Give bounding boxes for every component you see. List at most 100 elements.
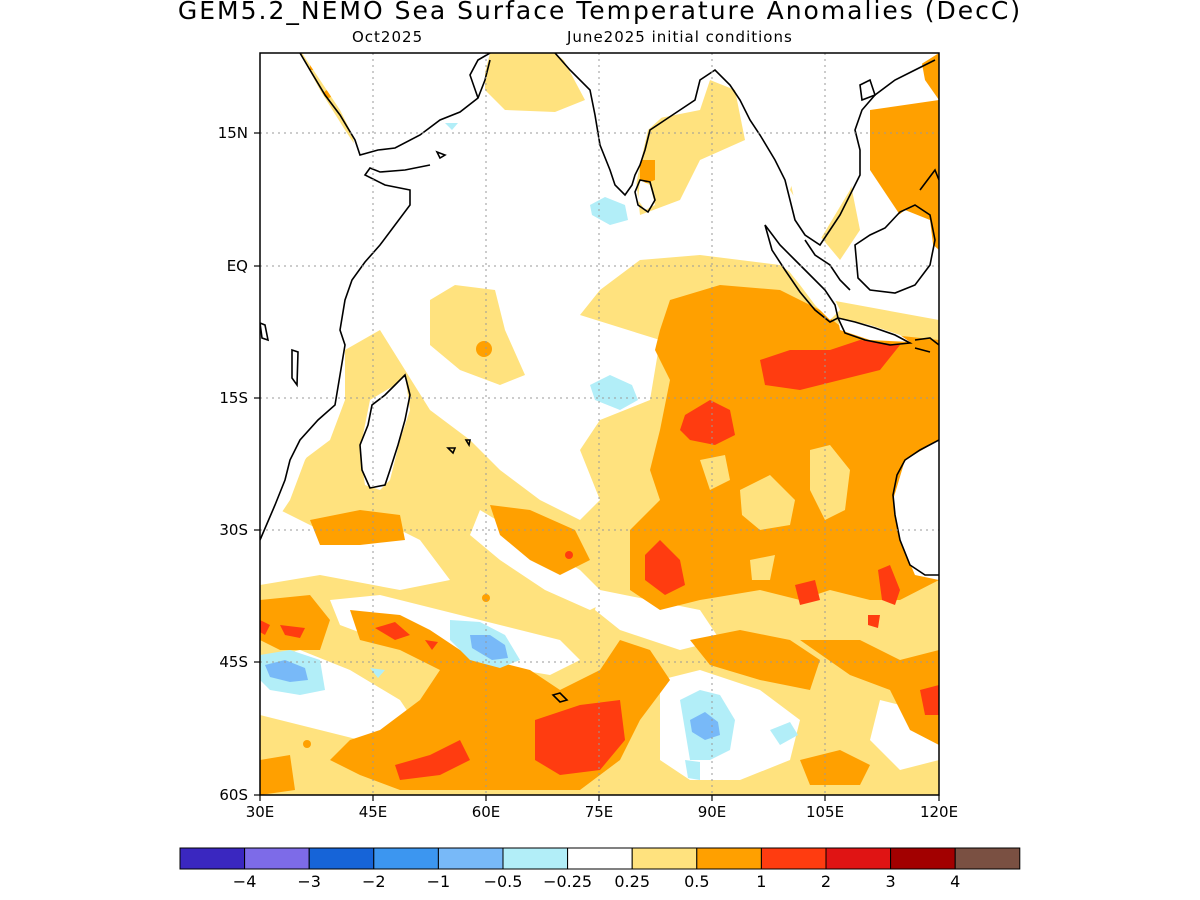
india-coastline (554, 53, 936, 247)
srilanka-coastline (634, 179, 656, 214)
colorbar-swatch (890, 847, 956, 870)
colorbar (179, 847, 1021, 870)
arabia-land (325, 53, 490, 140)
australia-land (893, 440, 939, 580)
australia-coastline (892, 439, 939, 576)
colorbar-swatch (631, 847, 698, 870)
coastlines (260, 53, 939, 703)
colorbar-swatch (244, 847, 310, 870)
lon-label: 60E (471, 803, 501, 821)
lon-label: 90E (697, 803, 727, 821)
lon-label: 75E (584, 803, 614, 821)
india-land (555, 53, 939, 240)
anomaly-region (690, 630, 820, 690)
colorbar-label: 4 (950, 872, 961, 891)
anomaly-field (260, 53, 939, 795)
anomaly-region (640, 160, 655, 185)
lon-label: 120E (919, 803, 959, 821)
anomaly-region (476, 341, 492, 357)
colorbar-label: −0.25 (543, 872, 593, 891)
colorbar-swatch (373, 847, 439, 870)
anomaly-region (685, 760, 700, 780)
land-mask (260, 53, 939, 580)
colorbar-label: 0.25 (614, 872, 650, 891)
colorbar-label: −4 (232, 872, 257, 891)
africa-land (260, 53, 490, 545)
anomaly-region (395, 740, 470, 780)
anomaly-region (370, 668, 385, 678)
axis-ticks (254, 132, 940, 801)
anomaly-region (310, 510, 405, 545)
anomaly-region (265, 660, 308, 682)
anomaly-region (635, 80, 745, 215)
colorbar-swatch (308, 847, 375, 870)
anomaly-region (810, 445, 850, 520)
colorbar-label: −1 (426, 872, 451, 891)
anomaly-region (800, 640, 939, 745)
lat-label: 30S (219, 521, 248, 539)
initial-conditions: June2025 initial conditions (567, 28, 793, 46)
anomaly-region (490, 505, 590, 575)
borneo-land (855, 210, 935, 295)
colorbar-label: −2 (362, 872, 386, 891)
lat-label: 15S (219, 389, 248, 407)
lat-label: EQ (226, 257, 248, 275)
anomaly-region (868, 615, 880, 628)
colorbar-label: −0.5 (483, 872, 523, 891)
anomaly-region (870, 100, 939, 250)
graticule (260, 53, 939, 795)
lat-label: 60S (219, 786, 248, 804)
anomaly-region (740, 475, 795, 530)
anomaly-region (750, 555, 775, 580)
philippines-coastline (859, 78, 939, 191)
anomaly-region (260, 595, 330, 650)
colorbar-label: 3 (885, 872, 896, 891)
anomaly-region (430, 285, 525, 385)
map-title: GEM5.2_NEMO Sea Surface Temperature Anom… (177, 0, 1023, 25)
lon-label: 105E (805, 803, 845, 821)
anomaly-region (595, 590, 720, 650)
anomaly-region (920, 685, 939, 715)
anomaly-region (303, 740, 311, 748)
colorbar-swatch (825, 847, 892, 870)
colorbar-label: 2 (820, 872, 832, 891)
anomaly-region (770, 722, 798, 745)
colorbar-label: −3 (297, 872, 321, 891)
colorbar-swatch (696, 847, 762, 870)
anomaly-region (260, 620, 270, 635)
colorbar-label: 0.5 (684, 872, 710, 891)
africa-coastline (260, 53, 491, 541)
lat-label: 15N (217, 124, 248, 142)
small-islands (260, 150, 569, 703)
anomaly-region (700, 455, 730, 490)
lon-label: 45E (358, 803, 388, 821)
islands-coastline (914, 337, 939, 353)
anomaly-region (485, 53, 585, 112)
colorbar-label: 1 (756, 872, 767, 891)
anomaly-region (482, 594, 490, 602)
forecast-month: Oct2025 (352, 28, 424, 46)
anomaly-region (260, 755, 295, 795)
anomaly-region (375, 622, 410, 640)
anomaly-region (425, 640, 438, 650)
colorbar-swatch (567, 847, 633, 870)
colorbar-swatch (437, 847, 504, 870)
anomaly-region (645, 540, 685, 595)
lon-label: 30E (245, 803, 275, 821)
madagascar-coastline (359, 373, 411, 489)
anomaly-region (535, 700, 625, 775)
colorbar-swatch (179, 847, 246, 870)
anomaly-region (445, 123, 458, 130)
anomaly-region (800, 750, 870, 785)
java-coastline (836, 316, 913, 346)
colorbar-swatch (954, 847, 1021, 870)
arabia-coastline (469, 53, 491, 99)
anomaly-region (470, 635, 508, 660)
colorbar-swatch (502, 847, 569, 870)
java-land (838, 318, 910, 342)
anomaly-region (795, 580, 820, 605)
colorbar-swatch (760, 847, 827, 870)
malaya-coastline (804, 239, 851, 291)
anomaly-region (590, 197, 628, 225)
anomaly-region (760, 340, 900, 390)
